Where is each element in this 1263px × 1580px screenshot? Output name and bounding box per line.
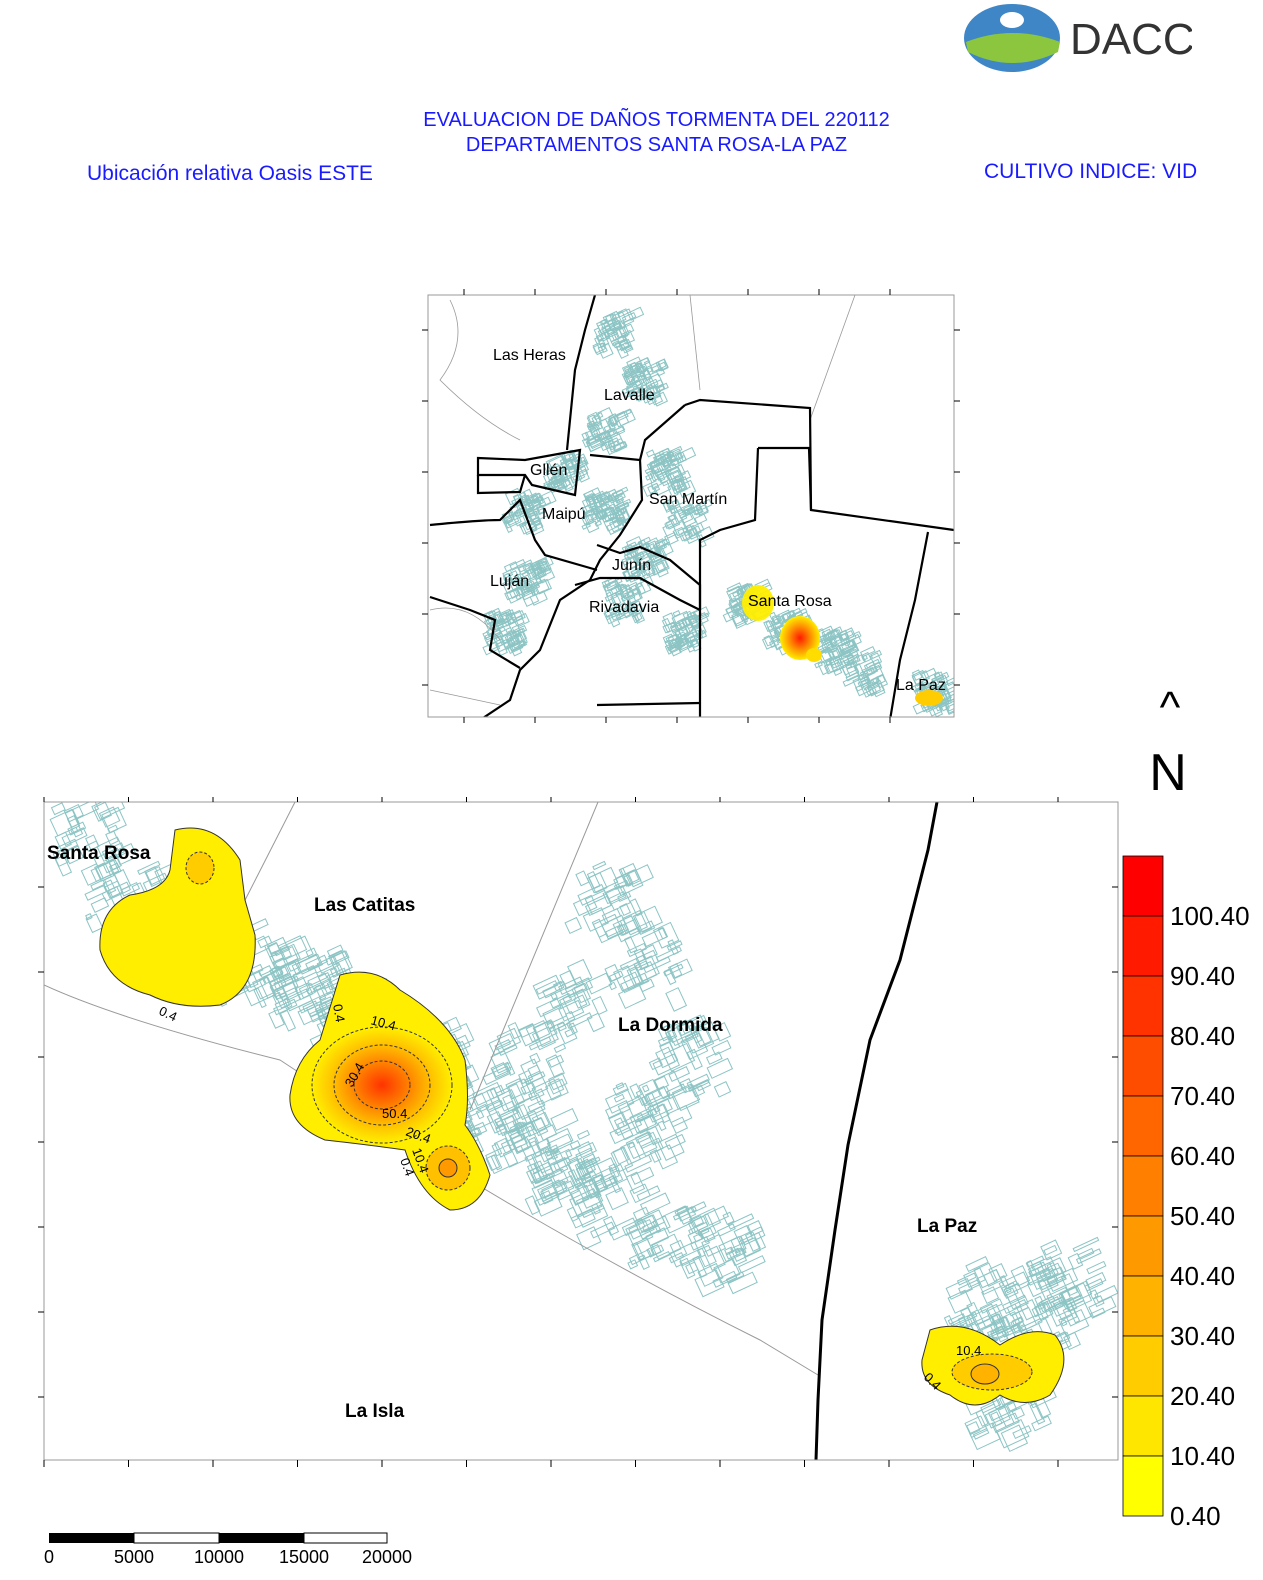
department-boundary [814,802,939,1460]
scale-label: 5000 [114,1547,154,1567]
scale-label: 20000 [362,1547,412,1567]
place-label: Santa Rosa [47,843,151,864]
legend-label: 0.40 [1170,1501,1221,1531]
inset-label: Junín [612,557,651,574]
title-line-1: EVALUACION DE DAÑOS TORMENTA DEL 220112 [423,109,890,131]
legend-label: 50.40 [1170,1201,1235,1231]
contour-label: 0.4 [397,1156,417,1178]
place-label: La Dormida [618,1015,723,1036]
legend-label: 30.40 [1170,1321,1235,1351]
inset-label: Lavalle [604,387,655,404]
inset-label: Rivadavia [589,599,659,616]
legend-band [1122,1095,1164,1157]
legend-band [1122,1035,1164,1097]
inset-label: Luján [490,573,529,590]
north-arrow-icon: ^ [1160,683,1181,732]
legend-band [1122,1455,1164,1517]
legend-band [1122,975,1164,1037]
legend-label: 40.40 [1170,1261,1235,1291]
inset-frame [427,294,955,718]
legend-label: 10.40 [1170,1441,1235,1471]
north-letter: N [1149,744,1187,802]
legend-band [1122,1215,1164,1277]
inset-label: Las Heras [493,347,566,364]
inset-irrigated-parcels [482,306,954,717]
inset-department-boundaries [429,295,954,717]
scale-label: 0 [44,1547,54,1567]
north-arrow: ^ N [1149,683,1187,802]
scale-bar: 0 5000 10000 15000 20000 [44,1532,412,1567]
inset-hail-zone-santa-rosa [742,585,774,621]
place-label: Las Catitas [314,895,415,916]
subtitle-location: Ubicación relativa Oasis ESTE [87,162,373,185]
contour-label: 50.4 [382,1106,407,1121]
legend-label: 60.40 [1170,1141,1235,1171]
legend-band [1122,1335,1164,1397]
dacc-logo: DACC [962,2,1192,74]
place-label: La Isla [345,1401,405,1422]
inset-label: Santa Rosa [748,593,832,610]
legend-label: 100.40 [1170,901,1250,931]
logo-text: DACC [1070,15,1192,64]
hail-zone-la-paz [921,1325,1065,1406]
legend-band [1122,915,1164,977]
legend-band [1122,1395,1164,1457]
inset-label: San Martín [649,491,727,508]
inset-map: Las Heras Lavalle Gllén Maipú San Martín… [422,289,960,723]
contour-label: 0.4 [330,1003,348,1023]
inset-hail-zone-la-paz [915,690,943,706]
inset-label: Gllén [530,462,567,479]
legend-label: 70.40 [1170,1081,1235,1111]
subtitle-crop: CULTIVO INDICE: VID [984,160,1198,183]
contour-label: 10.4 [369,1012,397,1033]
legend-band [1122,1275,1164,1337]
hail-zone-santa-rosa [99,827,256,1007]
hail-zone-las-catitas [289,971,491,1211]
scale-label: 10000 [194,1547,244,1567]
legend-band [1122,1155,1164,1217]
inset-label: Maipú [542,506,586,523]
legend-label: 80.40 [1170,1021,1235,1051]
scale-label: 15000 [279,1547,329,1567]
legend-label: 90.40 [1170,961,1235,991]
inset-label: La Paz [896,677,946,694]
place-label: La Paz [917,1216,977,1237]
main-map-frame [43,801,1119,1461]
contour-label: 0.4 [157,1003,180,1024]
legend-band [1122,855,1164,917]
main-map: 0.4 10.4 30.4 20.4 10.4 0.4 10.4 0.4 0.4… [38,797,1119,1467]
title-line-2: DEPARTAMENTOS SANTA ROSA-LA PAZ [465,134,848,156]
contour-label: 10.4 [956,1343,981,1358]
legend-label: 20.40 [1170,1381,1235,1411]
color-legend: 100.40 90.40 80.40 70.40 60.40 50.40 40.40 30.4… [1122,855,1250,1531]
